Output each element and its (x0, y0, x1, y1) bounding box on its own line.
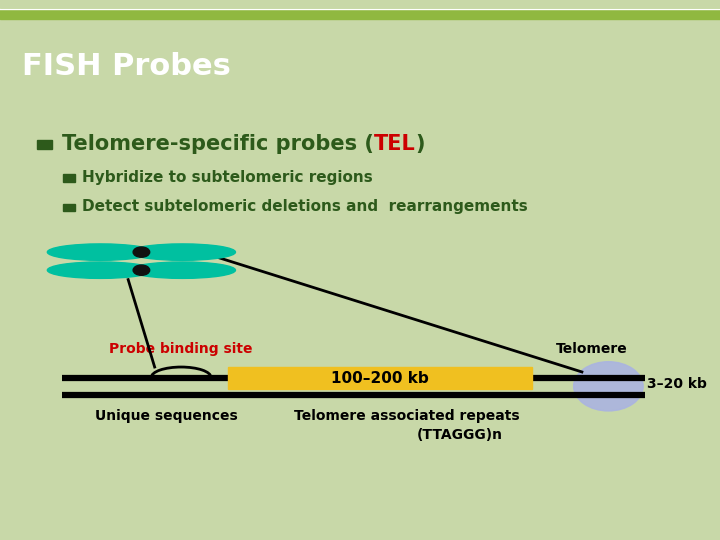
Ellipse shape (48, 244, 153, 260)
Text: ): ) (415, 134, 425, 154)
Bar (228, 367, 532, 389)
Text: Telomere: Telomere (556, 342, 628, 355)
Text: Telomere associated repeats: Telomere associated repeats (294, 409, 519, 423)
Ellipse shape (133, 247, 150, 257)
Text: Detect subtelomeric deletions and  rearrangements: Detect subtelomeric deletions and rearra… (82, 199, 528, 214)
Text: Hybridize to subtelomeric regions: Hybridize to subtelomeric regions (82, 170, 372, 185)
Text: 100–200 kb: 100–200 kb (331, 371, 428, 386)
Text: 3–20 kb: 3–20 kb (647, 377, 707, 392)
Text: Probe binding site: Probe binding site (109, 342, 253, 355)
Bar (63, 204, 75, 212)
Text: Unique sequences: Unique sequences (95, 409, 238, 423)
Bar (0, 9, 720, 19)
Text: TEL: TEL (374, 134, 415, 154)
Text: (TTAGGG)n: (TTAGGG)n (416, 428, 503, 442)
Ellipse shape (48, 262, 153, 279)
Ellipse shape (130, 244, 235, 260)
Ellipse shape (130, 262, 235, 279)
Bar (63, 174, 75, 181)
Ellipse shape (574, 362, 643, 411)
Text: Telomere-specific probes (: Telomere-specific probes ( (62, 134, 374, 154)
Text: FISH Probes: FISH Probes (22, 52, 230, 82)
Ellipse shape (133, 265, 150, 275)
Bar (37, 140, 52, 149)
